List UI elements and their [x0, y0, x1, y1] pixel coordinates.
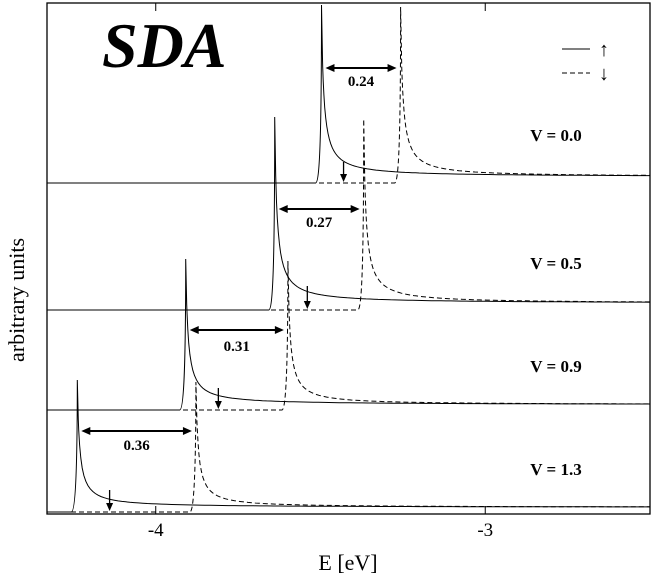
gap-label-3: 0.36	[124, 438, 151, 454]
legend-up-arrow: ↑	[599, 39, 609, 61]
legend-down-arrow: ↓	[599, 63, 609, 85]
gap-arrowhead-right-2	[274, 326, 284, 334]
curve-spin-up-1	[47, 116, 651, 311]
gap-arrowhead-left-0	[325, 64, 335, 72]
legend: ↑ ↓	[562, 39, 609, 85]
curve-spin-up-2	[47, 258, 650, 411]
gap-annotations: 0.24 0.27 0.31 0.36	[81, 64, 397, 454]
x-axis-label: E [eV]	[318, 550, 377, 575]
fermi-arrows	[106, 162, 348, 511]
curve-spin-down-3	[47, 381, 650, 513]
x-tick-label-1: -3	[477, 520, 493, 541]
gap-label-1: 0.27	[306, 215, 333, 231]
gap-arrowhead-left-2	[189, 326, 199, 334]
gap-arrowhead-right-3	[182, 427, 192, 435]
fermi-arrowhead-2	[214, 401, 222, 409]
voltage-label-0: V = 0.0	[530, 126, 581, 145]
y-axis-label: arbitrary units	[4, 238, 29, 362]
curves	[47, 4, 651, 513]
chart-title: SDA	[102, 10, 227, 81]
voltage-label-2: V = 0.9	[530, 357, 581, 376]
plot-frame	[46, 2, 651, 515]
fermi-arrowhead-0	[340, 174, 348, 182]
x-tick-label-0: -4	[148, 520, 164, 541]
curve-spin-down-0	[47, 6, 651, 184]
fermi-arrowhead-3	[106, 503, 114, 511]
gap-label-2: 0.31	[224, 339, 250, 355]
curve-spin-down-1	[47, 118, 650, 311]
x-ticks: -4 -3	[148, 3, 493, 541]
gap-arrowhead-left-3	[81, 427, 91, 435]
fermi-arrowhead-1	[303, 301, 311, 309]
gap-arrowhead-right-1	[350, 205, 360, 213]
curve-spin-down-2	[47, 260, 650, 411]
gap-arrowhead-left-1	[278, 205, 288, 213]
voltage-labels: V = 0.0 V = 0.5 V = 0.9 V = 1.3	[530, 126, 581, 479]
curve-spin-up-0	[47, 4, 650, 184]
gap-arrowhead-right-0	[387, 64, 397, 72]
voltage-label-3: V = 1.3	[530, 460, 581, 479]
gap-label-0: 0.24	[348, 74, 375, 90]
voltage-label-1: V = 0.5	[530, 254, 581, 273]
